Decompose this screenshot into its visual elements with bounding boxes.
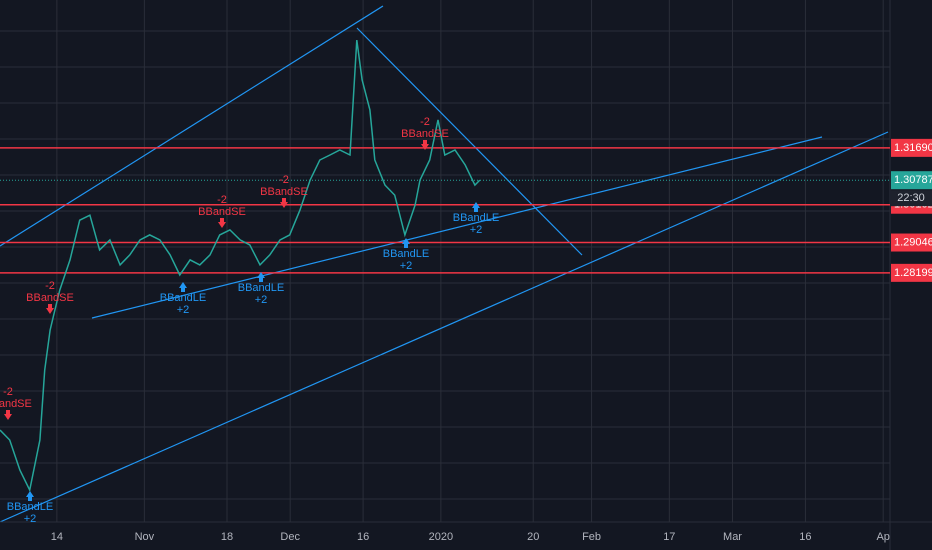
y-tick-label: 1.29046 [894, 236, 932, 248]
signal-label: BBandSE [26, 292, 74, 304]
signal-count: -2 [420, 116, 430, 128]
trend-line [0, 131, 889, 523]
signal-label: BBandSE [198, 206, 246, 218]
y-tick-label: 1.31690 [894, 142, 932, 154]
x-tick-label: Nov [135, 531, 155, 543]
x-tick-label: Ap [876, 531, 889, 543]
signal-arrow [179, 282, 187, 292]
x-tick-label: 14 [51, 531, 63, 543]
signal-arrow [26, 491, 34, 501]
signal-label: BBandLE [7, 501, 53, 513]
grid [0, 0, 890, 522]
signal-count: -2 [3, 386, 13, 398]
x-tick-label: 16 [357, 531, 369, 543]
x-tick-label: 18 [221, 531, 233, 543]
signal-arrow [421, 140, 429, 150]
x-tick-label: 20 [527, 531, 539, 543]
countdown-box [891, 190, 932, 207]
x-tick-label: 17 [663, 531, 675, 543]
price-label-box [891, 263, 932, 282]
signal-count: -2 [217, 194, 227, 206]
signal-arrow [46, 304, 54, 314]
last-price-label: 1.30787 [894, 174, 932, 186]
trend-line [356, 27, 583, 256]
x-tick-label: 16 [799, 531, 811, 543]
signal-arrow [402, 238, 410, 248]
signal-count: +2 [24, 513, 37, 525]
signal-arrow [218, 218, 226, 228]
signal-count: +2 [470, 224, 483, 236]
last-price-box [891, 171, 932, 190]
trend-line [0, 5, 384, 247]
signal-count: +2 [400, 260, 413, 272]
signal-label: BBandLE [238, 282, 284, 294]
signal-count: -2 [279, 174, 289, 186]
signal-arrow [4, 410, 12, 420]
signal-arrow [257, 272, 265, 282]
price-label-box [891, 138, 932, 157]
price-line [0, 40, 481, 493]
x-tick-label: 2020 [429, 531, 453, 543]
price-label-box [891, 233, 932, 252]
signal-label: BBandSE [0, 398, 32, 410]
signal-label: BBandSE [401, 128, 449, 140]
signal-label: BBandLE [160, 292, 206, 304]
signal-count: +2 [255, 294, 268, 306]
signal-count: -2 [45, 280, 55, 292]
signal-label: BBandSE [260, 186, 308, 198]
signal-arrow [280, 198, 288, 208]
signal-count: +2 [177, 304, 190, 316]
x-tick-label: Dec [280, 531, 300, 543]
signal-label: BBandLE [383, 248, 429, 260]
signal-arrow [472, 202, 480, 212]
signal-label: BBandLE [453, 212, 499, 224]
countdown: 22:30 [897, 192, 925, 204]
x-tick-label: Mar [723, 531, 742, 543]
y-tick-label: 1.28199 [894, 267, 932, 279]
x-tick-label: Feb [582, 531, 601, 543]
trend-line [91, 136, 823, 319]
